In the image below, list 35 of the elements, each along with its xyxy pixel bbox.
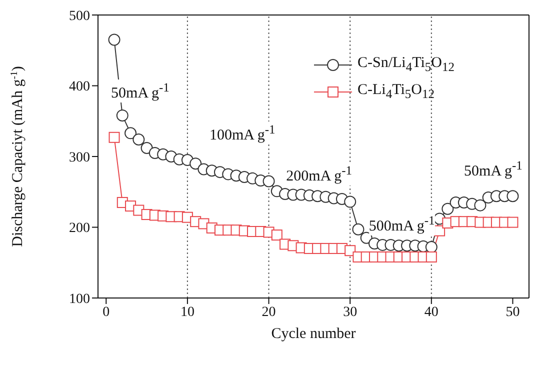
x-tick-label: 20 xyxy=(262,304,276,320)
point xyxy=(108,132,120,143)
point xyxy=(116,109,128,122)
x-tick-label: 40 xyxy=(424,304,438,320)
x-tick-label: 30 xyxy=(343,304,358,320)
point xyxy=(442,202,454,215)
point xyxy=(190,158,202,170)
annotation: 50mA g$^{-1}$ xyxy=(111,80,170,103)
point xyxy=(262,175,275,188)
point xyxy=(474,199,486,212)
y-tick-label: 100 xyxy=(69,292,90,307)
point xyxy=(124,127,137,140)
point xyxy=(132,134,145,146)
annotation: 500mA g$^{-1}$ xyxy=(368,212,435,236)
legend-label: C-Li$_{4}$Ti$_{5}$O$_{12}$ xyxy=(358,82,434,102)
y-tick-label: 300 xyxy=(69,150,90,166)
point xyxy=(271,230,282,241)
annotation: 50mA g$^{-1}$ xyxy=(464,158,522,181)
point xyxy=(506,190,519,202)
y-tick-label: 200 xyxy=(69,221,90,236)
point xyxy=(426,251,437,262)
point xyxy=(352,223,364,236)
point xyxy=(108,34,120,46)
point xyxy=(344,196,356,208)
x-tick-label: 0 xyxy=(102,304,110,320)
x-tick-label: 50 xyxy=(506,304,520,320)
legend-label: C-Sn/Li$_{4}$Ti$_{5}$O$_{12}$ xyxy=(358,55,454,76)
x-axis-title: Cycle number xyxy=(271,326,356,342)
annotation: 200mA g$^{-1}$ xyxy=(286,162,352,186)
point xyxy=(507,216,518,228)
y-tick-label: 500 xyxy=(69,8,90,24)
annotation: 100mA g$^{-1}$ xyxy=(209,122,276,144)
y-tick-label: 400 xyxy=(69,80,90,95)
point xyxy=(344,245,356,256)
x-tick-label: 10 xyxy=(180,304,194,320)
